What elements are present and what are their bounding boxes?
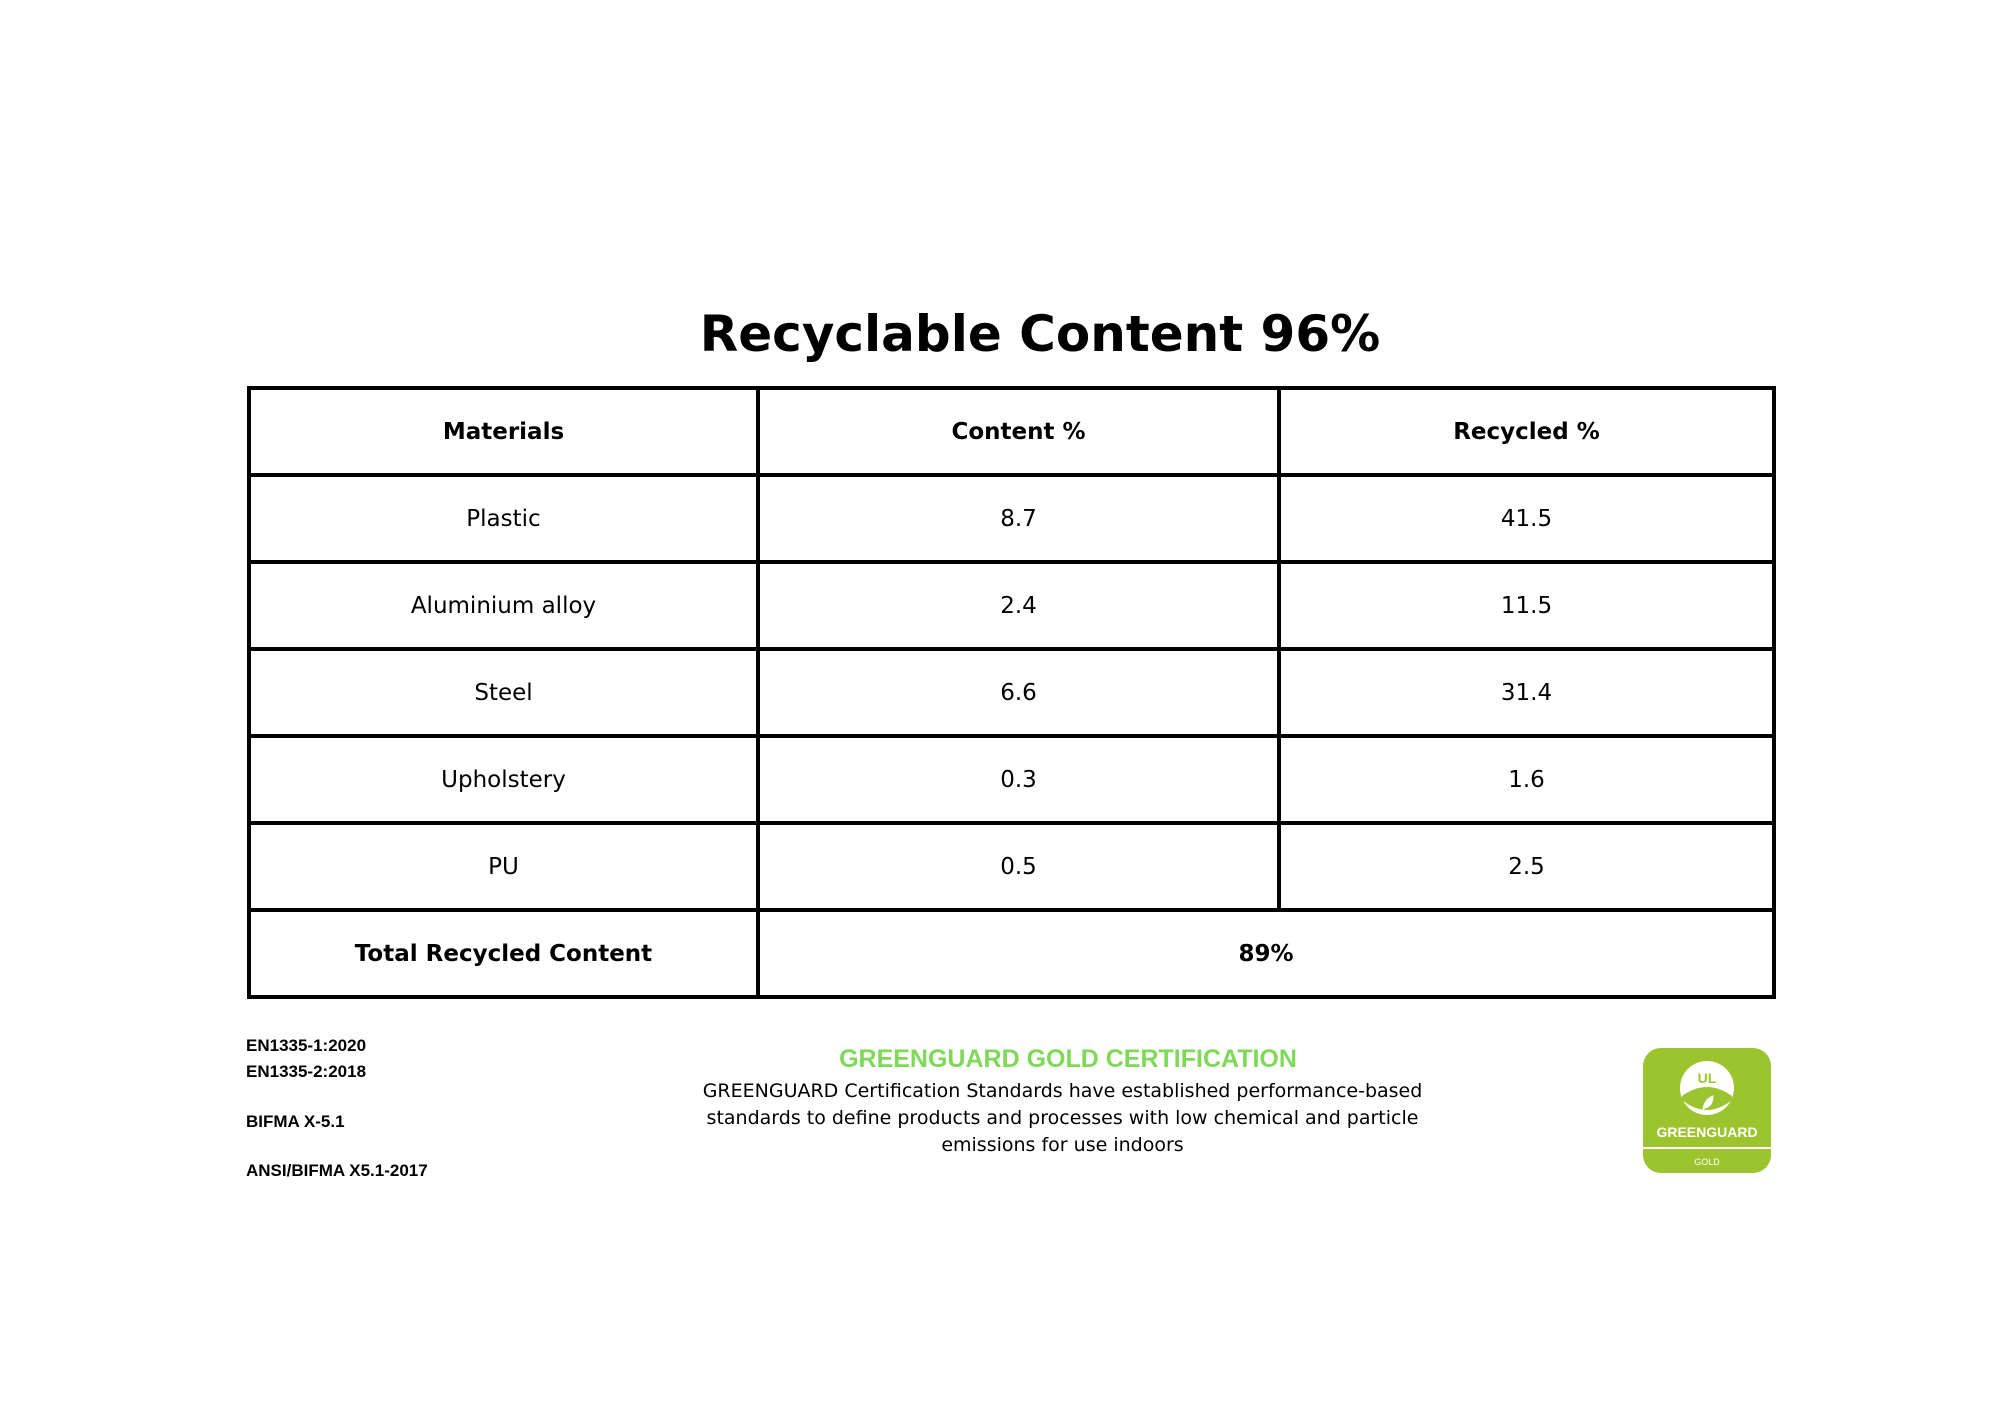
recycled-cell: 11.5 [1277,560,1776,651]
certification-description: GREENGUARD Certification Standards have … [702,1080,1423,1156]
total-value: 89% [756,908,1776,999]
material-cell: Upholstery [247,734,760,825]
svg-text:GOLD: GOLD [1694,1157,1720,1167]
recycled-cell: 31.4 [1277,647,1776,738]
table-row: Plastic 8.7 41.5 [247,473,1776,564]
table-row: PU 0.5 2.5 [247,821,1776,912]
table-row: Steel 6.6 31.4 [247,647,1776,738]
recycled-cell: 2.5 [1277,821,1776,912]
standard-en1335-1: EN1335-1:2020 [246,1036,367,1055]
content-cell: 8.7 [756,473,1281,564]
standard-en1335-2: EN1335-2:2018 [246,1062,367,1081]
content-cell: 0.3 [756,734,1281,825]
content-cell: 0.5 [756,821,1281,912]
total-row: Total Recycled Content 89% [247,908,1776,999]
certification-heading: GREENGUARD GOLD CERTIFICATION [839,1045,1297,1073]
material-cell: Plastic [247,473,760,564]
header-recycled: Recycled % [1277,386,1776,477]
header-content: Content % [756,386,1281,477]
total-label: Total Recycled Content [247,908,760,999]
materials-table: Materials Content % Recycled % Plastic 8.… [247,386,1776,999]
svg-text:GREENGUARD: GREENGUARD [1656,1124,1757,1140]
material-cell: Steel [247,647,760,738]
content-cell: 2.4 [756,560,1281,651]
standard-ansi-bifma: ANSI/BIFMA X5.1-2017 [246,1161,428,1180]
recycled-cell: 41.5 [1277,473,1776,564]
material-cell: Aluminium alloy [247,560,760,651]
standard-bifma: BIFMA X-5.1 [246,1112,345,1131]
recycled-cell: 1.6 [1277,734,1776,825]
table-header-row: Materials Content % Recycled % [247,386,1776,477]
svg-text:UL: UL [1698,1070,1717,1086]
material-cell: PU [247,821,760,912]
table-row: Upholstery 0.3 1.6 [247,734,1776,825]
content-cell: 6.6 [756,647,1281,738]
page-title: Recyclable Content 96% [699,305,1381,363]
table-row: Aluminium alloy 2.4 11.5 [247,560,1776,651]
header-materials: Materials [247,386,760,477]
greenguard-gold-logo: UL GREENGUARD GOLD [1643,1048,1771,1173]
